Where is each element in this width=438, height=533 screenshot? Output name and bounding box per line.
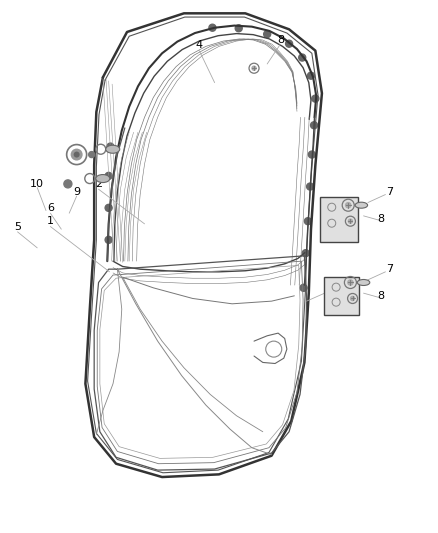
Circle shape xyxy=(105,236,112,244)
Text: 8: 8 xyxy=(378,214,385,223)
Circle shape xyxy=(251,66,257,71)
Circle shape xyxy=(299,54,306,61)
Circle shape xyxy=(307,183,314,190)
Text: 9: 9 xyxy=(73,187,80,197)
Text: 1: 1 xyxy=(47,216,54,226)
Circle shape xyxy=(350,296,355,301)
Circle shape xyxy=(105,172,112,180)
Circle shape xyxy=(105,204,112,212)
Circle shape xyxy=(308,151,315,158)
Circle shape xyxy=(264,30,271,38)
Circle shape xyxy=(71,149,83,160)
Circle shape xyxy=(311,122,318,129)
Circle shape xyxy=(64,180,72,188)
Circle shape xyxy=(312,95,319,102)
Text: 7: 7 xyxy=(386,264,393,274)
Circle shape xyxy=(107,143,114,150)
Text: 8: 8 xyxy=(277,35,284,45)
Circle shape xyxy=(304,217,311,225)
Circle shape xyxy=(235,25,242,32)
Text: 3: 3 xyxy=(327,280,334,290)
Circle shape xyxy=(300,284,307,292)
Circle shape xyxy=(74,151,80,158)
Circle shape xyxy=(209,24,216,31)
Text: 2: 2 xyxy=(95,179,102,189)
Text: 4: 4 xyxy=(196,41,203,50)
Ellipse shape xyxy=(357,279,370,286)
Circle shape xyxy=(347,279,354,286)
Text: 6: 6 xyxy=(47,203,54,213)
Ellipse shape xyxy=(355,202,367,208)
Ellipse shape xyxy=(106,145,120,154)
Text: 5: 5 xyxy=(14,222,21,231)
Circle shape xyxy=(307,72,314,79)
Circle shape xyxy=(345,202,352,208)
FancyBboxPatch shape xyxy=(324,277,359,315)
Circle shape xyxy=(302,249,309,257)
Text: 7: 7 xyxy=(386,187,393,197)
Ellipse shape xyxy=(96,174,110,183)
FancyBboxPatch shape xyxy=(320,197,358,242)
Text: 10: 10 xyxy=(30,179,44,189)
Circle shape xyxy=(286,40,293,47)
Circle shape xyxy=(88,151,95,158)
Text: 8: 8 xyxy=(378,291,385,301)
Circle shape xyxy=(348,219,353,224)
